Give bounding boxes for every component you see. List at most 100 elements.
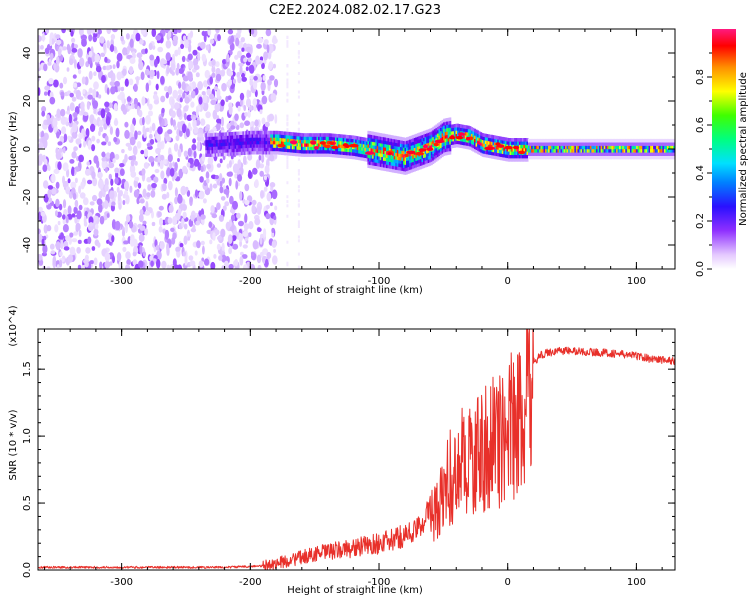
spectrogram-cell: [583, 152, 586, 156]
spectrogram-hotspot: [449, 135, 456, 140]
spectrogram-cell: [120, 35, 124, 42]
spectrogram-cell: [297, 132, 300, 137]
spectrogram-hotspot: [349, 143, 359, 148]
spectrogram-cell: [531, 145, 534, 150]
spectrogram-cell: [40, 44, 44, 50]
spectrogram-cell: [335, 150, 337, 155]
spectrogram-cell: [281, 151, 283, 155]
spectrogram-cell: [154, 58, 158, 68]
spectrogram-cell: [548, 155, 551, 160]
spectrogram-cell: [440, 154, 442, 159]
spectrogram-cell: [548, 138, 551, 143]
spectrogram-cell: [261, 117, 266, 125]
spectrogram-cell: [515, 138, 518, 142]
snr-y-axis: 0.00.51.01.5: [22, 328, 675, 578]
spectrogram-cell: [358, 149, 361, 154]
spectrogram-cell: [134, 176, 140, 182]
spectrogram-cell: [56, 264, 60, 269]
spectrogram-cell: [59, 82, 64, 89]
spectrogram-cell: [406, 147, 408, 151]
spectrogram-cell: [93, 228, 99, 237]
spectrogram-cell: [481, 133, 484, 137]
spectrogram-cell: [57, 161, 62, 171]
spectrogram-cell: [384, 137, 387, 141]
spectrogram-cell: [401, 170, 404, 175]
spectrogram-cell: [350, 152, 353, 156]
spectrogram-cell: [478, 148, 481, 152]
spectrogram-cell: [288, 145, 291, 149]
spectrogram-cell: [614, 155, 617, 160]
spectrogram-cell: [274, 134, 277, 138]
spectrogram-cell: [279, 131, 282, 135]
spectrogram-cell: [393, 162, 396, 167]
spectrogram-cell: [358, 139, 361, 144]
spectrogram-cell: [509, 151, 512, 155]
spectrogram-cell: [369, 134, 371, 138]
spectrogram-cell: [159, 160, 164, 170]
spectrogram-cell: [260, 144, 263, 148]
spectrogram-cell: [336, 144, 339, 148]
spectrogram-cell: [620, 138, 623, 143]
spectrogram-cell: [429, 138, 432, 143]
spectrogram-cell: [609, 138, 612, 143]
spectrogram-cell: [424, 157, 427, 161]
spectrogram-cell: [331, 133, 334, 138]
spectrogram-cell: [443, 149, 446, 153]
spectrogram-cell: [443, 152, 446, 156]
spectrogram-hotspot: [418, 148, 427, 152]
spectrogram-cell: [419, 142, 422, 146]
spectrogram-cell: [626, 149, 629, 153]
spectrogram-cell: [540, 145, 543, 150]
spectrogram-cell: [572, 145, 575, 150]
spectrogram-cell: [344, 138, 347, 142]
spectrogram-cell: [231, 235, 237, 242]
spectrogram-cell: [657, 142, 660, 146]
spectrogram-cell: [369, 147, 371, 152]
spectrogram-cell: [639, 149, 642, 153]
spectrogram-cell: [240, 151, 243, 156]
spectrogram-cell: [130, 171, 137, 178]
spectrogram-cell: [267, 64, 273, 71]
spectrogram-cell: [650, 155, 652, 160]
spectrogram-cell: [646, 152, 649, 156]
spectrogram-cell: [449, 134, 452, 138]
spectrogram-cell: [177, 158, 180, 162]
spectrogram-cell: [342, 144, 345, 149]
spectrogram-cell: [285, 131, 288, 136]
spectrogram-cell: [195, 220, 201, 226]
spectrogram-cell: [233, 135, 236, 139]
spectrogram-cell: [339, 141, 342, 145]
spectrogram-cell: [381, 160, 384, 164]
spectrogram-cell: [352, 138, 354, 143]
spectrogram-cell: [441, 146, 444, 151]
spectrogram-cell: [461, 134, 464, 139]
spectrogram-cell: [250, 130, 253, 135]
spectrogram-cell: [370, 148, 373, 152]
spectrogram-cell: [74, 199, 79, 208]
spectrogram-cell: [577, 138, 580, 143]
spectrogram-cell: [589, 138, 592, 143]
spectrogram-cell: [608, 149, 611, 153]
spectrogram-cell: [273, 147, 276, 152]
spectrogram-cell: [294, 152, 297, 157]
spectrogram-cell: [150, 190, 156, 198]
spectrogram-cell: [424, 137, 427, 141]
spectrogram-cell: [571, 142, 574, 146]
spectrogram-cell: [410, 138, 413, 143]
spectrogram-cell: [174, 125, 177, 131]
spectrogram-cell: [285, 138, 288, 142]
spectrogram-cell: [372, 135, 375, 139]
spectrogram-cell: [592, 138, 595, 143]
spectrogram-cell: [296, 136, 299, 140]
spectrogram-cell: [219, 152, 222, 157]
spectrogram-cell: [350, 148, 353, 153]
spectrogram-cell: [640, 149, 643, 153]
spectrogram-cell: [227, 29, 234, 35]
spectrogram-cell: [238, 220, 244, 227]
spectrogram-cell: [132, 259, 138, 266]
spectrogram-cell: [190, 90, 196, 99]
spectrogram-cell: [367, 130, 370, 135]
spectrogram-cell: [249, 263, 256, 269]
spectrogram-cell: [541, 138, 544, 143]
spectrogram-cell: [108, 162, 115, 169]
